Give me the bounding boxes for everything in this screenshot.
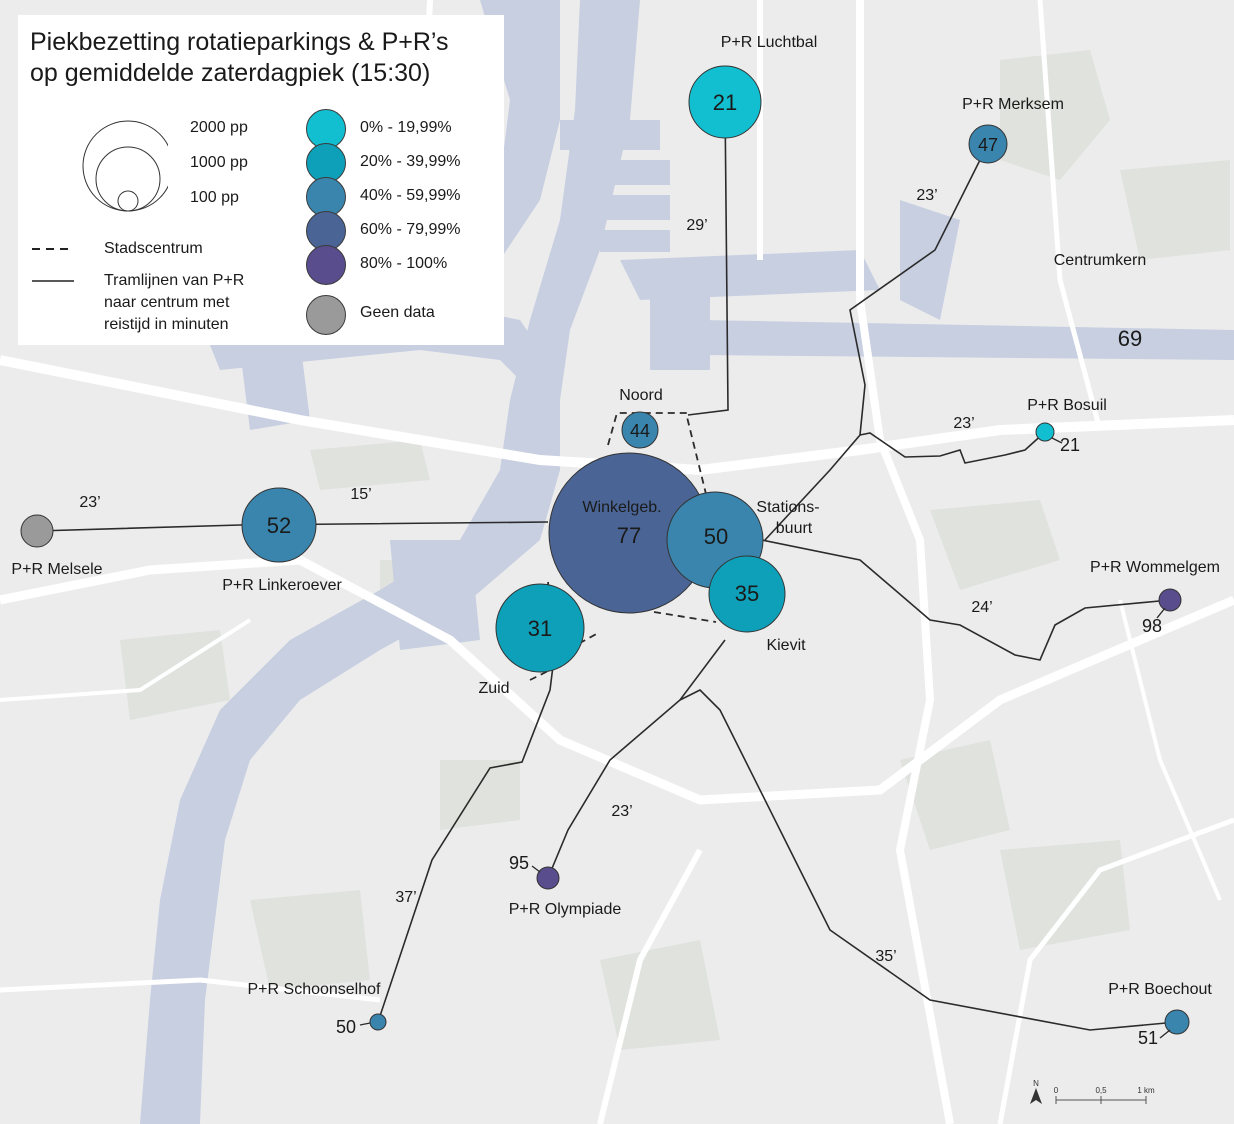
label-melsele: P+R Melsele xyxy=(11,561,102,578)
label-luchtbal: P+R Luchtbal xyxy=(721,34,818,51)
class-label-20-40: 20% - 39,99% xyxy=(360,153,461,170)
tram-line-wommelgem xyxy=(761,539,1171,661)
line-label-stadscentrum: Stadscentrum xyxy=(104,240,203,257)
class-label-0-20: 0% - 19,99% xyxy=(360,119,452,136)
line-label-tram-3: reistijd in minuten xyxy=(104,316,229,333)
tram-line-linkeroever xyxy=(36,521,549,532)
label-winkelgebied: Winkelgeb. xyxy=(582,499,661,516)
label-stationsbuurt-2: buurt xyxy=(776,520,813,537)
value-zuid: 31 xyxy=(528,616,552,641)
travel-time-melsele: 23’ xyxy=(79,494,100,511)
tram-lines xyxy=(36,101,1178,1031)
label-wommelgem: P+R Wommelgem xyxy=(1090,559,1220,576)
travel-time-bosuil: 23’ xyxy=(953,415,974,432)
bubble-merksem xyxy=(968,124,1008,164)
label-noord: Noord xyxy=(619,387,663,404)
value-kievit: 35 xyxy=(735,581,759,606)
value-schoonselhof: 50 xyxy=(336,1017,356,1037)
label-linkeroever: P+R Linkeroever xyxy=(222,577,342,594)
value-centrumkern: 69 xyxy=(1118,326,1142,351)
size-label-1000: 1000 pp xyxy=(190,154,248,171)
bubble-olympiade xyxy=(536,866,560,890)
value-bosuil: 21 xyxy=(1060,435,1080,455)
travel-time-wommelgem: 24’ xyxy=(971,599,992,616)
value-olympiade: 95 xyxy=(509,853,529,873)
label-merksem: P+R Merksem xyxy=(962,96,1064,113)
map-title-line-1: Piekbezetting rotatieparkings & P+R’s xyxy=(30,28,449,56)
class-label-60-80: 60% - 79,99% xyxy=(360,221,461,238)
bubble-linkeroever xyxy=(241,487,317,563)
value-noord: 44 xyxy=(630,421,650,441)
bubble-luchtbal xyxy=(688,65,762,139)
swatch-20-40 xyxy=(306,143,346,183)
legend: Piekbezetting rotatieparkings & P+R’s op… xyxy=(18,15,504,345)
label-olympiade: P+R Olympiade xyxy=(509,901,622,918)
bubble-boechout xyxy=(1164,1009,1190,1035)
line-label-tram-2: naar centrum met xyxy=(104,294,230,311)
tram-line-schoonselhof xyxy=(377,649,556,1023)
size-label-2000: 2000 pp xyxy=(190,119,248,136)
value-winkelgebied: 77 xyxy=(617,523,641,548)
label-zuid: Zuid xyxy=(478,680,509,697)
travel-time-luchtbal: 29’ xyxy=(686,217,707,234)
label-schoonselhof: P+R Schoonselhof xyxy=(248,981,382,998)
value-stationsbuurt: 50 xyxy=(704,524,728,549)
bubble-kievit xyxy=(708,555,786,633)
bubble-wommelgem xyxy=(1158,588,1182,612)
tram-line-olympiade xyxy=(547,639,726,879)
scale-bar: N 0 0,5 1 km xyxy=(1030,1079,1155,1104)
swatch-60-80 xyxy=(306,211,346,251)
bubble-melsele xyxy=(20,514,54,548)
tram-line-merksem xyxy=(764,143,989,541)
leader-lines xyxy=(359,437,1171,1039)
travel-time-linkeroever: 15’ xyxy=(350,486,371,503)
swatch-no-data xyxy=(306,295,346,335)
size-label-100: 100 pp xyxy=(190,189,239,206)
label-kievit: Kievit xyxy=(766,637,806,654)
value-luchtbal: 21 xyxy=(713,90,737,115)
parking-bubbles xyxy=(20,65,1190,1035)
value-merksem: 47 xyxy=(978,135,998,155)
line-label-tram-1: Tramlijnen van P+R xyxy=(104,272,245,289)
scale-tick-0: 0 xyxy=(1054,1086,1059,1095)
scale-tick-2: 1 km xyxy=(1137,1086,1155,1095)
river-scheldt xyxy=(140,0,640,1124)
value-boechout: 51 xyxy=(1138,1028,1158,1048)
travel-time-schoonselhof: 37’ xyxy=(395,889,416,906)
scale-tick-1: 0,5 xyxy=(1095,1086,1107,1095)
value-wommelgem: 98 xyxy=(1142,616,1162,636)
bubble-schoonselhof xyxy=(369,1013,387,1031)
map-title-line-2: op gemiddelde zaterdagpiek (15:30) xyxy=(30,59,431,87)
bubble-bosuil xyxy=(1035,422,1055,442)
class-label-80-100: 80% - 100% xyxy=(360,255,448,272)
class-label-no-data: Geen data xyxy=(360,304,435,321)
bubble-noord xyxy=(621,411,659,449)
label-centrumkern: Centrumkern xyxy=(1054,252,1146,269)
bubble-zuid xyxy=(495,583,585,673)
label-bosuil: P+R Bosuil xyxy=(1027,397,1107,414)
travel-time-boechout: 35’ xyxy=(875,948,896,965)
label-stationsbuurt-1: Stations- xyxy=(756,499,819,516)
size-legend xyxy=(82,120,168,212)
travel-time-olympiade: 23’ xyxy=(611,803,632,820)
line-legend-symbols xyxy=(32,248,74,282)
tram-line-bosuil xyxy=(859,431,1046,464)
swatch-80-100 xyxy=(306,245,346,285)
north-label: N xyxy=(1033,1079,1039,1088)
value-linkeroever: 52 xyxy=(267,513,291,538)
north-arrow-icon xyxy=(1030,1088,1042,1104)
class-label-40-60: 40% - 59,99% xyxy=(360,187,461,204)
travel-time-merksem: 23’ xyxy=(916,187,937,204)
tram-line-boechout xyxy=(679,689,1178,1031)
label-boechout: P+R Boechout xyxy=(1108,981,1212,998)
tram-line-luchtbal xyxy=(687,101,729,416)
harbour-docks xyxy=(240,0,1234,650)
map-title: Piekbezetting rotatieparkings & P+R’s op… xyxy=(30,27,449,89)
